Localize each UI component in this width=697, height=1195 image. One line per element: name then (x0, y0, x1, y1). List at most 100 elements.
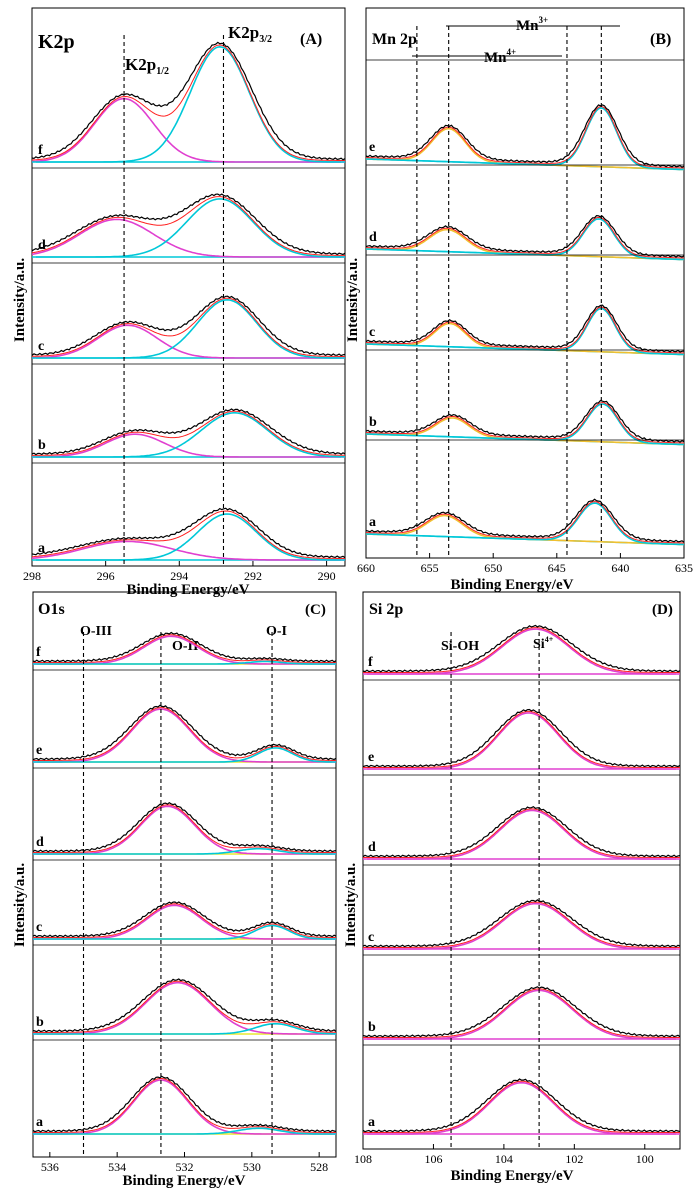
panel-a-rows: f d c b a (31, 7, 346, 561)
raw-spectrum (31, 295, 346, 357)
component-peak (32, 513, 345, 561)
row-label: c (38, 339, 44, 354)
panel-b-ylabel: Intensity/a.u. (345, 258, 361, 342)
x-tick-label: 530 (243, 1160, 261, 1174)
raw-spectrum (365, 399, 685, 443)
row-label: b (36, 1015, 44, 1030)
raw-spectrum (31, 507, 346, 559)
panel-c-tag: (C) (305, 602, 326, 618)
component-peak (33, 924, 336, 940)
row-label: f (368, 655, 373, 670)
panel-c-ylabel: Intensity/a.u. (12, 863, 28, 947)
component-peak (363, 809, 680, 860)
panel-c-frame (32, 591, 337, 1158)
panel-a-title: K2p (38, 31, 75, 53)
component-peak (365, 307, 685, 356)
panel-d-tag: (D) (652, 602, 673, 618)
x-tick-label: 298 (23, 569, 41, 583)
component-peak (32, 45, 345, 163)
raw-spectrum (362, 624, 681, 673)
fit-envelope (31, 44, 345, 161)
fit-envelope (31, 196, 346, 256)
row-label: a (369, 515, 376, 530)
row-label: e (368, 750, 374, 765)
x-tick-label: 292 (244, 569, 262, 583)
x-tick-label: 294 (170, 569, 188, 583)
panel-d-annotation-sioh: Si-OH (441, 639, 479, 654)
component-peak (31, 97, 345, 163)
component-peak (365, 218, 685, 261)
component-peak (33, 904, 336, 940)
fit-envelope (31, 410, 345, 456)
raw-spectrum (362, 899, 681, 948)
component-peak (363, 712, 680, 770)
component-peak (363, 1081, 680, 1135)
row-label: c (368, 930, 374, 945)
component-peak (33, 708, 336, 763)
panel-c-annotation-oiii: O-III (80, 624, 112, 639)
panel-d-annotation-si4: Si4+ (533, 635, 554, 652)
x-tick-label: 104 (495, 1152, 513, 1166)
component-peak (31, 218, 345, 258)
raw-spectrum (31, 41, 346, 161)
panel-c-title: O1s (38, 601, 65, 618)
panel-c-ticks: 536 534 532 530 528 (41, 1152, 328, 1174)
x-tick-label: 660 (357, 561, 375, 575)
panel-b-xlabel: Binding Energy/eV (451, 577, 574, 593)
panel-c-reference-lines (82, 632, 273, 1157)
row-label: a (368, 1115, 375, 1130)
row-label: b (38, 438, 46, 453)
panel-c-xlabel: Binding Energy/eV (123, 1173, 246, 1189)
fit-envelope (363, 627, 680, 673)
raw-spectrum (362, 708, 681, 768)
panel-k2p: K2p (A) K2p1/2 K2p3/2 f d c b a 298 296 294 292… (12, 7, 346, 598)
row-label: a (36, 1115, 43, 1130)
panel-d-rows: f e d c b a (362, 624, 681, 1135)
panel-c-rows: f e d c b a (32, 631, 337, 1135)
raw-spectrum (32, 704, 337, 761)
raw-spectrum (365, 214, 685, 258)
x-tick-label: 536 (41, 1160, 59, 1174)
panel-a-reference-lines (123, 35, 225, 566)
component-peak (31, 540, 345, 561)
panel-a-tag: (A) (300, 31, 322, 48)
fit-envelope (363, 1080, 680, 1133)
component-peak (363, 902, 680, 950)
panel-b-title: Mn 2p (372, 31, 417, 48)
row-label: b (368, 1020, 376, 1035)
x-tick-label: 655 (421, 561, 439, 575)
panel-mn2p: Mn 2p (B) Mn3+ Mn4+ e d c b a 660 655 650 645 64… (345, 7, 693, 593)
x-tick-label: 108 (354, 1152, 372, 1166)
panel-a-xlabel: Binding Energy/eV (127, 582, 250, 598)
component-peak (363, 989, 680, 1040)
row-label: d (369, 230, 377, 245)
panel-c-annotation-oi: O-I (266, 624, 287, 639)
x-tick-label: 532 (176, 1160, 194, 1174)
x-tick-label: 640 (611, 561, 629, 575)
x-tick-label: 102 (565, 1152, 583, 1166)
fit-envelope (363, 808, 680, 858)
raw-spectrum (32, 978, 337, 1033)
panel-d-title: Si 2p (369, 601, 403, 618)
panel-d-ylabel: Intensity/a.u. (343, 863, 359, 947)
fit-envelope (365, 105, 685, 169)
panel-d-reference-lines (450, 632, 540, 1149)
panel-b-annotation-mn4: Mn4+ (484, 47, 516, 66)
component-peak (31, 433, 345, 458)
component-peak (33, 1079, 336, 1135)
component-peak (365, 502, 685, 546)
panel-b-frame (365, 7, 685, 559)
fit-envelope (365, 306, 685, 354)
component-peak (365, 403, 685, 446)
x-tick-label: 296 (97, 569, 115, 583)
fit-envelope (365, 401, 685, 444)
panel-d-frame (362, 591, 681, 1150)
row-label: e (36, 743, 42, 758)
row-label: f (36, 645, 41, 660)
x-tick-label: 100 (636, 1152, 654, 1166)
fit-envelope (33, 980, 337, 1033)
row-label: a (38, 541, 45, 556)
row-label: d (36, 835, 44, 850)
